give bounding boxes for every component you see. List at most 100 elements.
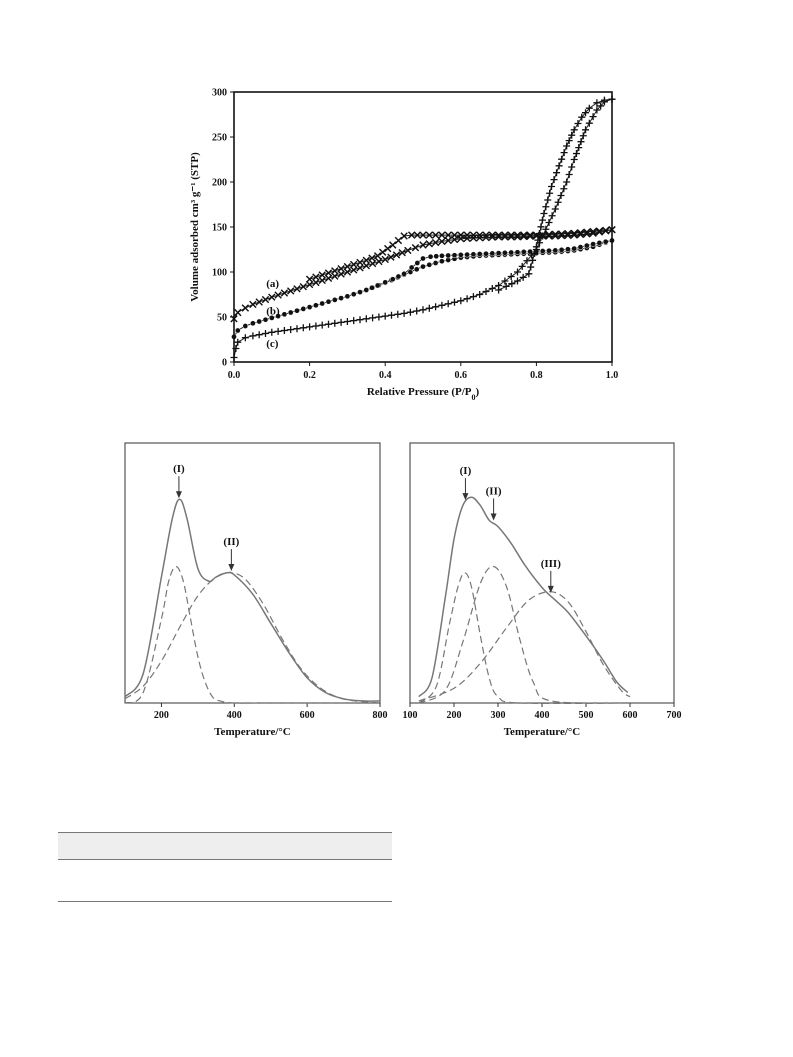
data-point-x	[356, 258, 364, 267]
data-point-plus	[438, 301, 446, 309]
data-point-x	[526, 231, 534, 239]
data-point-plus	[268, 328, 276, 336]
data-point-plus	[432, 303, 440, 311]
data-point-plus	[565, 137, 573, 145]
data-point-x	[404, 246, 412, 255]
data-point-x	[318, 271, 326, 279]
data-point-plus	[542, 225, 550, 233]
data-point-plus	[331, 319, 339, 327]
data-point-x	[450, 231, 459, 239]
data-point-plus	[558, 155, 566, 163]
data-point-circle	[439, 252, 445, 259]
data-point-plus	[343, 318, 351, 325]
data-point-x	[513, 233, 522, 241]
y-axis-label: Volume adsorbed cm³ g⁻¹ (STP)	[189, 152, 201, 302]
data-point-x	[318, 276, 326, 285]
data-point-plus	[574, 120, 582, 127]
data-point-x	[494, 231, 503, 239]
data-point-plus	[425, 304, 433, 312]
data-point-plus	[518, 262, 526, 270]
data-point-circle	[502, 249, 508, 256]
data-point-x	[564, 231, 572, 240]
data-point-circle	[508, 249, 515, 256]
data-point-x	[413, 231, 422, 239]
data-point-x	[389, 241, 397, 249]
data-point-plus	[419, 306, 427, 314]
data-point-x	[494, 233, 503, 241]
y-tick-label: 150	[212, 223, 227, 234]
data-point-circle	[420, 255, 426, 262]
data-point-plus	[555, 162, 563, 170]
data-point-plus	[553, 169, 561, 177]
data-point-x	[507, 231, 515, 239]
data-point-circle	[427, 253, 434, 260]
data-point-x	[324, 269, 333, 277]
arrow-head	[175, 491, 182, 499]
data-point-plus	[508, 280, 516, 288]
x-tick-label: 400	[227, 710, 242, 721]
table-outline	[58, 832, 392, 902]
data-point-circle	[546, 247, 552, 254]
data-point-circle	[433, 253, 440, 260]
y-tick-label: 300	[212, 88, 227, 99]
data-point-plus	[394, 310, 402, 318]
data-point-x	[274, 291, 282, 299]
data-point-x	[476, 231, 484, 239]
x-tick-label: 0.8	[530, 370, 543, 381]
data-point-circle	[300, 306, 307, 312]
data-point-x	[482, 231, 490, 239]
data-point-plus	[537, 223, 545, 231]
data-point-plus	[572, 150, 580, 158]
peak-label: (I)	[173, 463, 185, 475]
data-point-circle	[476, 251, 483, 257]
data-point-plus	[406, 308, 414, 316]
data-point-x	[375, 257, 383, 266]
data-point-plus	[514, 277, 521, 285]
data-point-x	[488, 233, 496, 241]
y-tick-label: 200	[212, 178, 227, 189]
data-point-plus	[575, 144, 583, 152]
data-point-plus	[585, 104, 593, 112]
data-point-x	[384, 244, 392, 253]
data-point-plus	[532, 243, 540, 251]
x-tick-label: 600	[623, 710, 638, 721]
data-point-x	[343, 268, 352, 276]
data-point-x	[398, 248, 406, 257]
data-point-circle	[287, 309, 294, 316]
data-point-x	[350, 266, 358, 274]
data-point-x	[280, 289, 289, 297]
data-point-circle	[426, 261, 433, 268]
data-point-x	[463, 231, 471, 239]
data-point-plus	[560, 149, 568, 157]
data-point-x	[444, 231, 452, 239]
data-point-x	[392, 251, 401, 259]
x-tick-label: 0.2	[303, 370, 316, 381]
data-point-plus	[495, 286, 503, 294]
data-point-x	[261, 295, 270, 304]
data-point-x	[595, 227, 604, 235]
data-point-x	[425, 231, 433, 239]
data-point-circle	[363, 287, 370, 293]
data-point-circle	[234, 327, 241, 334]
data-point-circle	[483, 250, 489, 257]
data-point-x	[457, 231, 465, 239]
x-axis-label: Temperature/°C	[214, 726, 291, 738]
data-point-circle	[331, 297, 338, 303]
data-point-plus	[548, 183, 556, 190]
data-point-plus	[582, 109, 590, 117]
data-point-x	[469, 234, 478, 242]
data-point-circle	[408, 264, 415, 271]
y-tick-label: 0	[222, 358, 227, 369]
data-point-x	[438, 231, 446, 239]
data-point-plus	[362, 315, 370, 323]
data-point-x	[350, 260, 358, 269]
data-point-plus	[578, 113, 586, 121]
data-point-plus	[529, 256, 537, 264]
data-point-plus	[463, 295, 471, 303]
data-point-circle	[495, 250, 502, 256]
data-point-circle	[242, 323, 249, 329]
data-point-x	[394, 236, 403, 245]
data-point-plus	[531, 250, 539, 258]
data-point-x	[589, 227, 597, 236]
